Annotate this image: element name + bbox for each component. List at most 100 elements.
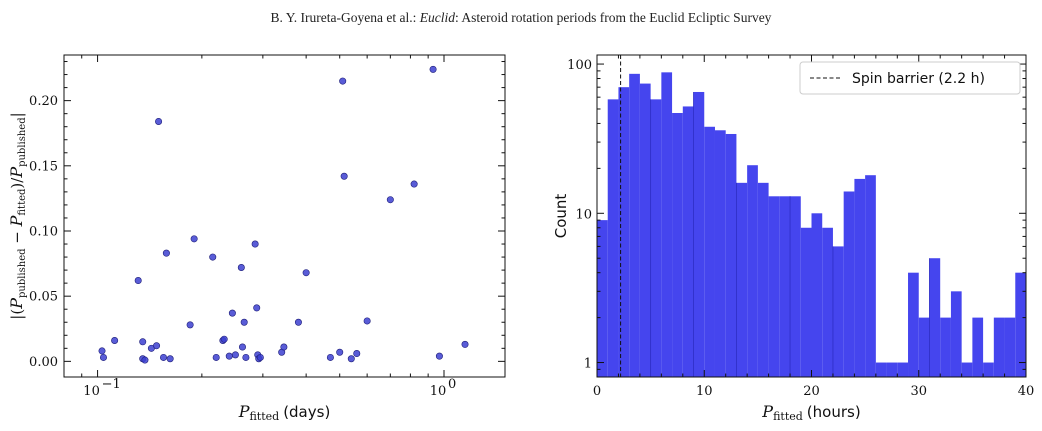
histogram-bar [1004,317,1016,377]
scatter-point [353,350,361,358]
left-scatter-points [98,65,469,364]
histogram-bar [639,83,651,377]
histogram-bar [811,213,823,377]
scatter-point [212,353,220,361]
left-xtick-label: 10 [430,384,447,399]
histogram-bar [779,196,791,377]
scatter-point [435,352,443,360]
scatter-point [237,263,245,271]
left-xtick-exponent: 0 [448,377,456,392]
right-xtick-label: 30 [910,384,927,399]
scatter-point [190,235,198,243]
histogram-bar [736,182,748,377]
scatter-point [429,65,437,73]
histogram-bar [650,99,662,378]
scatter-point [186,321,194,329]
scatter-point [111,336,119,344]
right-y-axis-label: Count [552,194,570,239]
scatter-point [238,343,246,351]
right-xlabel-symbol: P [761,402,773,421]
histogram-bar [993,317,1005,377]
left-ytick-label: 0.10 [29,224,58,239]
right-xtick-label: 40 [1018,384,1035,399]
scatter-point [256,353,264,361]
histogram-bar [940,317,951,377]
histogram-bar [908,272,919,377]
left-ylabel-p2: P [7,215,26,227]
legend: Spin barrier (2.2 h) [799,61,1021,95]
histogram-bar [768,196,780,377]
scatter-point [339,77,347,85]
histogram-bar [800,227,812,377]
left-y-axis-label: |(Ppublished − Pfitted)/Ppublished| [7,112,28,319]
scatter-point [340,172,348,180]
histogram-bar [629,73,640,377]
left-ytick-label: 0.05 [29,290,58,305]
right-ticks: 0 10 20 30 40 1 10 100 [567,55,1034,399]
scatter-point [410,180,418,188]
right-ytick-label: 10 [575,207,592,222]
running-head: B. Y. Irureta-Goyena et al.: Euclid: Ast… [0,10,1042,26]
histogram-bar [854,178,866,377]
scatter-point [139,338,147,346]
left-ylabel-open: |( [8,309,26,320]
left-ylabel-s1: published [17,248,28,298]
left-x-axis-label: Pfitted (days) [238,402,331,423]
scatter-point [153,342,161,350]
histogram-bar [983,362,994,377]
histogram-bar [950,291,962,377]
histogram-bar [918,317,930,377]
scatter-point [326,353,334,361]
histogram-bar [961,362,973,377]
scatter-point [461,340,469,348]
running-head-title: : Asteroid rotation periods from the Euc… [455,10,772,25]
histogram-bar [661,72,673,378]
histogram-bar [1015,272,1026,377]
right-xtick-label: 0 [593,384,601,399]
left-xlabel-unit: (days) [283,403,330,421]
left-ylabel-s3: published [17,117,28,167]
scatter-point [347,355,355,363]
histogram-bar [597,220,608,377]
scatter-point [141,356,149,364]
right-plot-frame [596,54,1027,378]
histogram-bar [875,362,887,377]
histogram-bar [843,191,855,377]
histogram-bar [822,227,833,377]
scatter-point [253,304,261,312]
histogram-bar [693,91,705,378]
scatter-point [155,117,163,125]
scatter-point [294,318,302,326]
histogram-bar [897,362,909,377]
histogram-bar [886,362,898,377]
histogram-bar [714,130,726,377]
right-xlabel-subscript: fitted [773,410,803,423]
left-xtick-exponent: −1 [102,377,121,392]
histogram-bar [672,112,683,377]
left-xlabel-symbol: P [238,402,250,421]
scatter-point [225,352,233,360]
running-head-journal: Euclid [419,10,455,25]
scatter-point [209,253,217,261]
right-histogram-chart: 0 10 20 30 40 1 10 100 Spin barrier (2.2 h) Pfi… [552,54,1034,423]
left-ytick-label: 0.15 [29,159,58,174]
scatter-point [160,353,168,361]
scatter-point [98,347,106,355]
left-xtick-label: 10 [83,384,100,399]
scatter-point [134,277,142,285]
legend-box [799,61,1021,95]
left-ytick-label: 0.20 [29,94,58,109]
histogram-bar [757,182,769,377]
histogram-bar [832,246,844,377]
histogram-bar [972,317,984,377]
scatter-point [231,351,239,359]
histogram-bar [790,196,801,377]
left-ylabel-close: | [8,112,26,117]
left-ylabel-minus: − [8,226,26,248]
running-head-authors: B. Y. Irureta-Goyena et al.: [270,10,417,25]
scatter-point [240,318,248,326]
scatter-point [228,309,236,317]
scatter-point [166,355,174,363]
right-histogram-bars [597,72,1026,378]
scatter-point [242,353,250,361]
